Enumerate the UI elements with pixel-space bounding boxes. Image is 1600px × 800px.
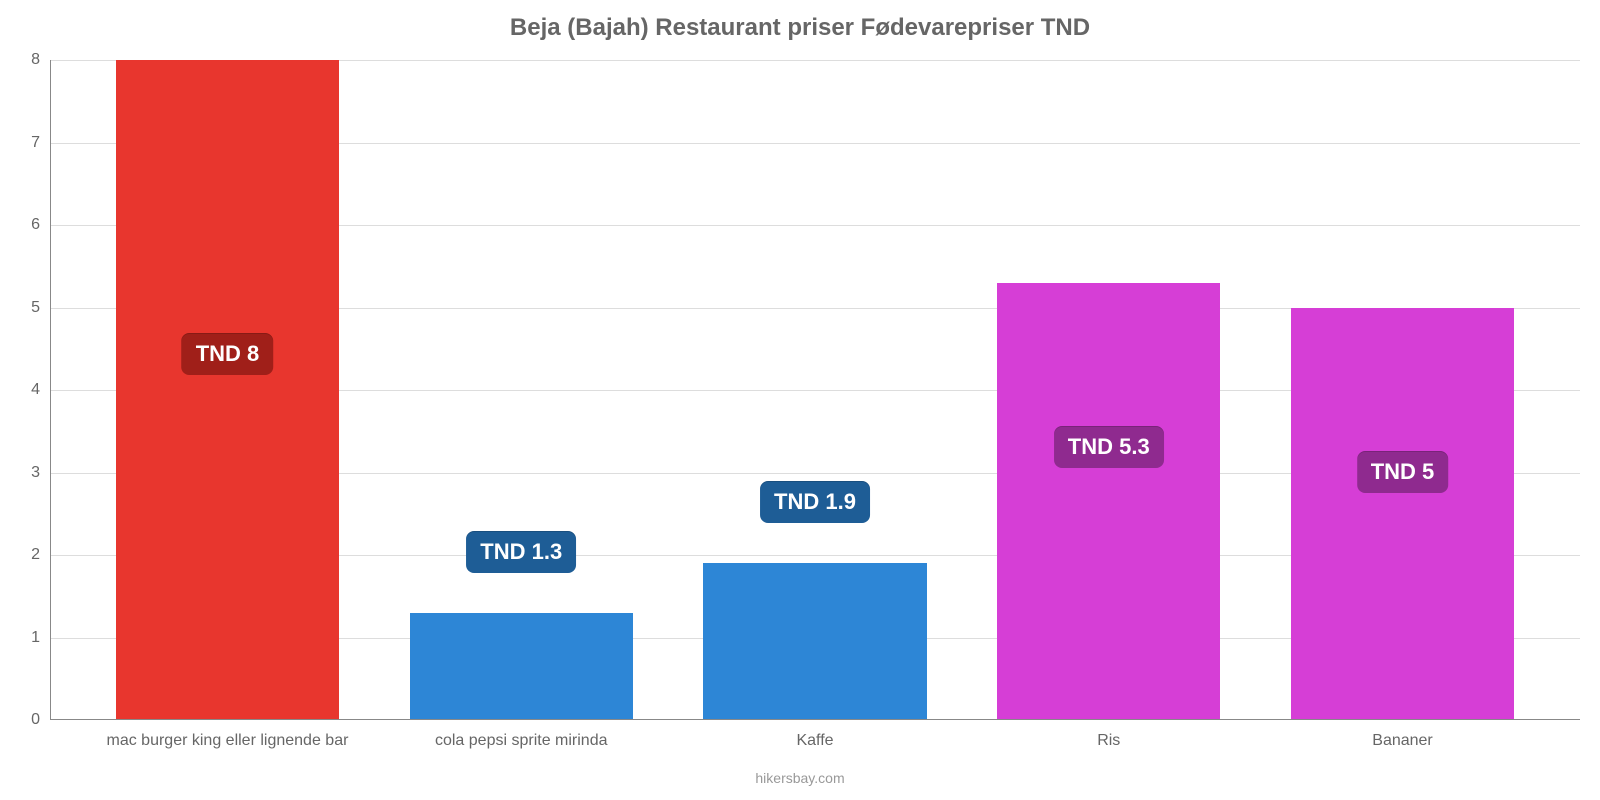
x-tick-label: mac burger king eller lignende bar	[107, 720, 349, 750]
bar: TND 8	[116, 60, 339, 720]
bar: TND 5.3	[997, 283, 1220, 720]
attribution-text: hikersbay.com	[0, 770, 1600, 786]
value-label: TND 8	[182, 333, 274, 375]
x-tick-label: Ris	[1097, 720, 1120, 750]
price-bar-chart: Beja (Bajah) Restaurant priser Fødevarep…	[0, 0, 1600, 800]
bar: TND 5	[1291, 308, 1514, 721]
value-label: TND 5.3	[1054, 426, 1164, 468]
y-tick-label: 7	[31, 134, 50, 152]
y-tick-label: 3	[31, 464, 50, 482]
x-tick-label: Bananer	[1372, 720, 1433, 750]
y-tick-label: 5	[31, 299, 50, 317]
value-label: TND 1.9	[760, 481, 870, 523]
bars-group: TND 8 TND 1.3 TND 1.9 TND 5.3 TND 5	[50, 60, 1580, 720]
bar: TND 1.9	[703, 563, 926, 720]
y-tick-label: 0	[31, 711, 50, 729]
value-label: TND 1.3	[466, 531, 576, 573]
value-label: TND 5	[1357, 451, 1449, 493]
y-tick-label: 6	[31, 216, 50, 234]
y-tick-label: 2	[31, 546, 50, 564]
y-axis-line	[50, 60, 51, 720]
x-tick-label: cola pepsi sprite mirinda	[435, 720, 608, 750]
y-tick-label: 4	[31, 381, 50, 399]
chart-title: Beja (Bajah) Restaurant priser Fødevarep…	[0, 14, 1600, 42]
x-tick-label: Kaffe	[796, 720, 833, 750]
plot-area: TND 8TND 1.3TND 1.9TND 5.3TND 5 01234567…	[50, 60, 1580, 720]
y-tick-label: 8	[31, 51, 50, 69]
bar: TND 1.3	[410, 613, 633, 720]
y-tick-label: 1	[31, 629, 50, 647]
